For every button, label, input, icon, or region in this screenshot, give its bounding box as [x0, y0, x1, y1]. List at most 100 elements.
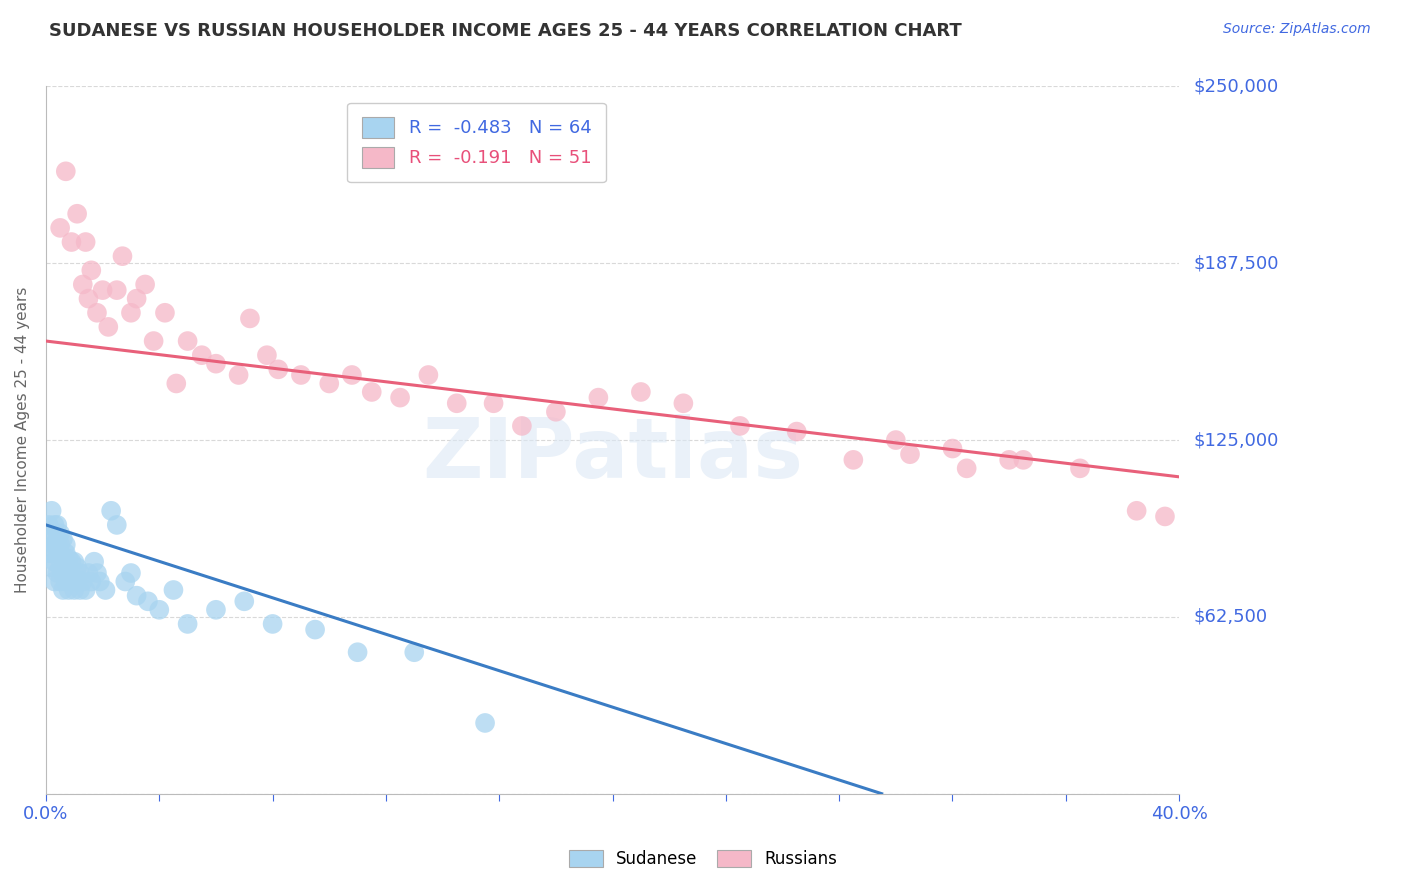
Point — [176, 334, 198, 348]
Point — [86, 566, 108, 580]
Point — [55, 538, 77, 552]
Point — [69, 582, 91, 597]
Point — [80, 574, 103, 589]
Point — [52, 549, 75, 563]
Point — [389, 391, 412, 405]
Point — [1154, 509, 1177, 524]
Point — [105, 517, 128, 532]
Point — [55, 164, 77, 178]
Point — [728, 418, 751, 433]
Point — [544, 405, 567, 419]
Point — [205, 603, 228, 617]
Point — [66, 574, 89, 589]
Point — [418, 368, 440, 382]
Point — [72, 277, 94, 292]
Point — [136, 594, 159, 608]
Point — [49, 220, 72, 235]
Point — [1125, 504, 1147, 518]
Text: $125,000: $125,000 — [1194, 431, 1278, 449]
Point — [340, 368, 363, 382]
Point — [134, 277, 156, 292]
Point — [46, 566, 69, 580]
Point — [148, 603, 170, 617]
Point — [153, 306, 176, 320]
Text: Source: ZipAtlas.com: Source: ZipAtlas.com — [1223, 22, 1371, 37]
Point — [205, 357, 228, 371]
Point — [44, 555, 66, 569]
Text: SUDANESE VS RUSSIAN HOUSEHOLDER INCOME AGES 25 - 44 YEARS CORRELATION CHART: SUDANESE VS RUSSIAN HOUSEHOLDER INCOME A… — [49, 22, 962, 40]
Point — [41, 504, 63, 518]
Point — [63, 572, 86, 586]
Point — [111, 249, 134, 263]
Point — [58, 552, 80, 566]
Point — [55, 574, 77, 589]
Point — [66, 560, 89, 574]
Point — [44, 517, 66, 532]
Point — [941, 442, 963, 456]
Point — [72, 574, 94, 589]
Point — [786, 425, 808, 439]
Point — [630, 384, 652, 399]
Point — [125, 589, 148, 603]
Point — [105, 283, 128, 297]
Point — [49, 538, 72, 552]
Point — [191, 348, 214, 362]
Point — [80, 263, 103, 277]
Point — [89, 574, 111, 589]
Point — [52, 582, 75, 597]
Point — [77, 566, 100, 580]
Point — [142, 334, 165, 348]
Point — [956, 461, 979, 475]
Point — [262, 616, 284, 631]
Point — [77, 292, 100, 306]
Legend: Sudanese, Russians: Sudanese, Russians — [562, 843, 844, 875]
Point — [46, 517, 69, 532]
Point — [588, 391, 610, 405]
Point — [114, 574, 136, 589]
Point — [162, 582, 184, 597]
Point — [55, 560, 77, 574]
Point — [233, 594, 256, 608]
Point — [38, 517, 60, 532]
Text: $250,000: $250,000 — [1194, 78, 1278, 95]
Point — [100, 504, 122, 518]
Point — [256, 348, 278, 362]
Point — [49, 546, 72, 560]
Point — [404, 645, 426, 659]
Point — [267, 362, 290, 376]
Text: $62,500: $62,500 — [1194, 607, 1267, 626]
Point — [898, 447, 921, 461]
Point — [318, 376, 340, 391]
Point — [165, 376, 187, 391]
Point — [998, 453, 1021, 467]
Point — [46, 546, 69, 560]
Point — [60, 555, 83, 569]
Point — [360, 384, 382, 399]
Point — [55, 546, 77, 560]
Y-axis label: Householder Income Ages 25 - 44 years: Householder Income Ages 25 - 44 years — [15, 287, 30, 593]
Point — [304, 623, 326, 637]
Point — [46, 532, 69, 546]
Point — [75, 235, 97, 249]
Legend: R =  -0.483   N = 64, R =  -0.191   N = 51: R = -0.483 N = 64, R = -0.191 N = 51 — [347, 103, 606, 182]
Point — [41, 546, 63, 560]
Text: ZIPatlas: ZIPatlas — [422, 414, 803, 495]
Point — [1069, 461, 1091, 475]
Point — [49, 574, 72, 589]
Point — [60, 574, 83, 589]
Point — [672, 396, 695, 410]
Point — [1012, 453, 1035, 467]
Point — [44, 574, 66, 589]
Point — [91, 283, 114, 297]
Point — [290, 368, 312, 382]
Point — [52, 566, 75, 580]
Point — [63, 555, 86, 569]
Point — [38, 546, 60, 560]
Point — [41, 560, 63, 574]
Point — [83, 555, 105, 569]
Point — [176, 616, 198, 631]
Point — [474, 715, 496, 730]
Point — [120, 306, 142, 320]
Point — [69, 566, 91, 580]
Point — [58, 566, 80, 580]
